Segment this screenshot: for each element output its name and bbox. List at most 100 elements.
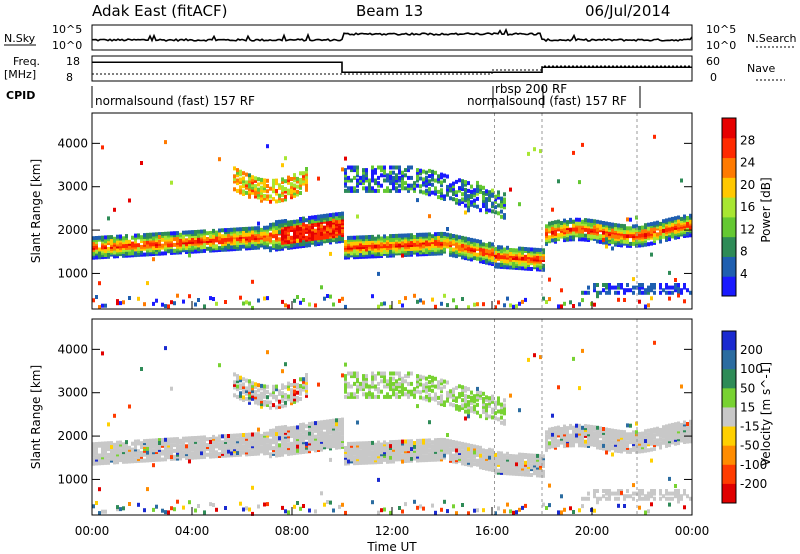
velocity-cell-839 [296,385,299,390]
power-cell-2291 [614,285,617,290]
power-cell-633 [263,225,266,230]
velocity-cell-2060 [548,483,551,488]
velocity-cell-1000 [329,419,332,424]
power-cell-356 [197,233,200,238]
power-cell-2388 [638,288,641,293]
velocity-cell-1486 [422,375,425,380]
velocity-cell-1651 [455,404,458,409]
power-cell-2143 [575,221,578,226]
power-cell-1068 [344,188,347,193]
power-cell-1290 [386,242,389,246]
velocity-cell-1265 [380,371,383,376]
power-cell-1701 [464,193,467,198]
power-cell-1393 [404,186,407,191]
velocity-cell-150 [134,439,137,444]
power-cell-543 [248,232,251,237]
power-cell-2165 [581,298,584,303]
velocity-cell-2316 [620,429,623,434]
velocity-cell-656 [266,384,269,389]
power-cell-1902 [503,213,506,218]
power-cell-2306 [617,297,620,302]
power-cell-891 [305,185,308,190]
velocity-cell-668 [269,405,272,410]
power-cell-925 [314,240,317,245]
velocity-cell-1468 [419,382,422,387]
power-cell-2064 [551,230,554,235]
velocity-cell-1498 [425,394,428,399]
power-cell-410 [215,301,218,306]
power-cell-1344 [395,175,398,180]
velocity-cell-154 [137,453,140,458]
velocity-cell-1905 [503,406,506,411]
cpid-entry-1: normalsound (fast) 157 RF [95,94,255,108]
power-cell-1137 [356,173,359,178]
velocity-cell-1014 [332,418,335,423]
power-cell-553 [248,176,251,181]
cpid-entry-2: rbsp 200 RF [495,82,567,96]
velocity-cell-376 [203,510,206,515]
velocity-cell-1306 [389,394,392,399]
velocity-cell-845 [299,444,302,449]
power-cell-1684 [461,184,464,189]
velocity-cell-1436 [413,389,416,394]
velocity-cell-1114 [353,447,356,452]
velocity-cell-821 [293,381,296,386]
velocity-cell-1709 [467,458,470,463]
velocity-cell-1843 [491,407,494,412]
power-cell-1965 [521,256,524,261]
power-cell-197 [149,232,152,237]
power-cell-1908 [503,303,506,308]
power-cell-1453 [416,168,419,173]
power-cell-1529 [431,182,434,187]
velocity-cell-503 [239,375,242,380]
power-cell-2153 [578,221,581,226]
power-cell-722 [278,230,281,235]
power-cell-289 [176,293,179,298]
velocity-cell-1290 [386,448,389,452]
velocity-cell-693 [275,441,278,446]
power-cell-23 [98,247,101,252]
velocity-cell-1856 [494,416,497,421]
velocity-cell-2306 [617,503,620,508]
velocity-cell-1134 [356,389,359,394]
velocity-cell-1687 [461,503,464,507]
velocity-cell-472 [233,372,236,377]
power-cell-976 [326,238,329,243]
velocity-cell-1015 [332,508,335,513]
velocity-cell-533 [245,389,248,393]
power-cell-988 [326,294,329,298]
velocity-cell-1168 [362,381,365,386]
power-cell-53 [107,252,110,257]
velocity-cell-449 [230,451,233,456]
velocity-cell-1702 [464,396,467,401]
velocity-cell-68 [110,445,113,449]
velocity-cell-1300 [389,455,392,460]
velocity-cell-1698 [464,409,467,414]
velocity-cell-136 [131,455,134,460]
power-cell-1067 [344,240,347,244]
velocity-cell-1932 [512,467,515,472]
velocity-cell-1793 [482,402,485,407]
power-cell-1042 [338,212,341,216]
power-cell-2568 [683,214,686,219]
velocity-cell-789 [290,441,293,446]
velocity-cell-1668 [458,392,461,397]
freq-panel-frame [91,55,693,82]
power-cell-1534 [431,297,434,302]
power-cell-1467 [419,184,422,189]
velocity-cell-1530 [431,383,434,388]
power-cell-1704 [464,182,467,187]
power-cell-1526 [431,238,434,243]
power-cell-2490 [665,283,668,287]
velocity-cell-1117 [353,394,356,399]
velocity-cell-235 [161,449,164,454]
power-cell-2375 [635,224,638,229]
velocity-cell-1029 [335,418,338,423]
velocity-cell-1070 [344,387,347,392]
velocity-cell-197 [149,438,152,443]
velocity-cell-1948 [515,454,518,459]
power-cell-2415 [647,242,650,247]
velocity-cell-1490 [425,454,428,459]
velocity-cell-1916 [506,455,509,460]
velocity-cell-2064 [551,436,554,441]
